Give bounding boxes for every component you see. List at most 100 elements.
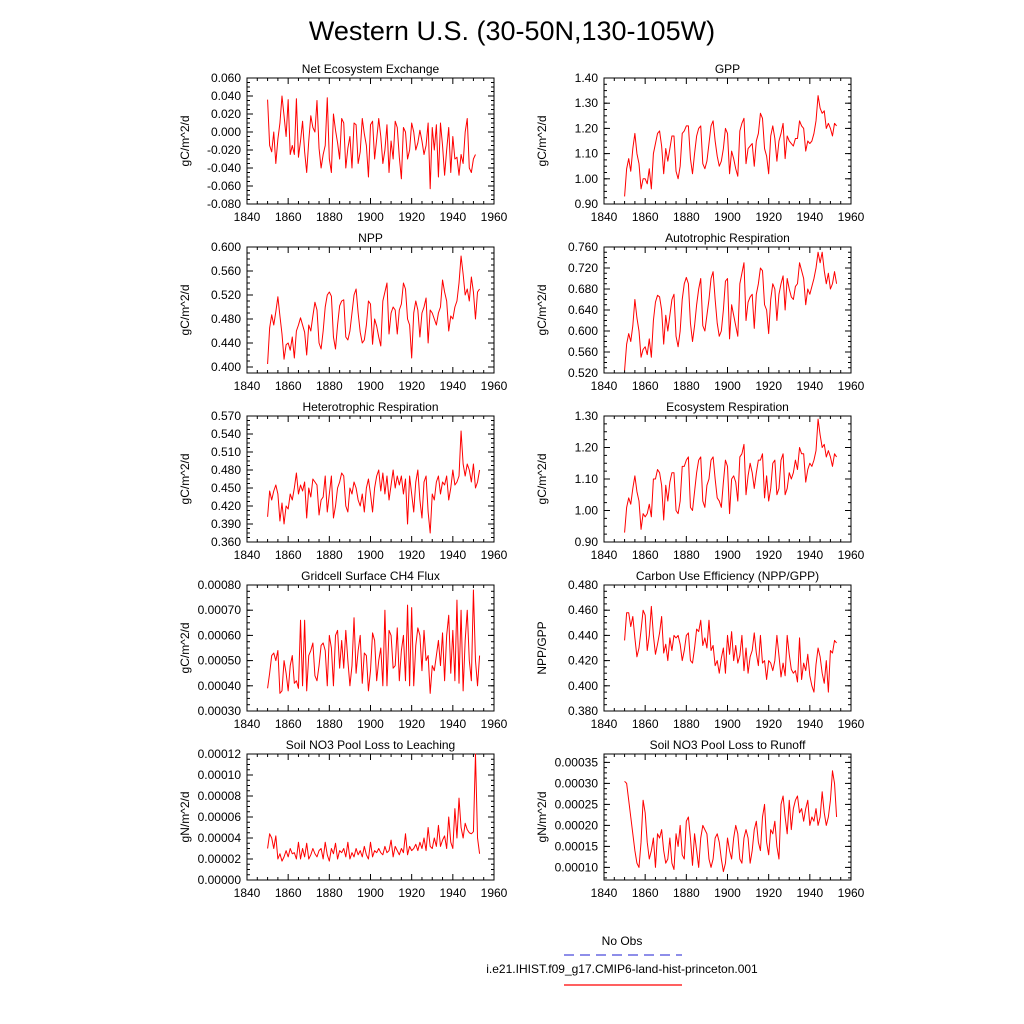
y-tick-label: 0.560	[211, 264, 241, 278]
x-tick-label: 1940	[439, 886, 466, 900]
x-tick-label: 1960	[481, 210, 508, 224]
x-tick-label: 1860	[632, 379, 659, 393]
y-tick-label: -0.060	[207, 179, 241, 193]
x-tick-label: 1880	[673, 379, 700, 393]
y-tick-label: 0.440	[568, 628, 598, 642]
x-tick-label: 1840	[234, 210, 261, 224]
panel-title: Gridcell Surface CH4 Flux	[301, 569, 440, 583]
y-tick-label: 0.90	[575, 197, 599, 211]
y-tick-label: 0.00050	[198, 654, 242, 668]
panel-title: NPP	[358, 231, 383, 245]
y-tick-label: 0.640	[568, 303, 598, 317]
panel-title: Autotrophic Respiration	[665, 231, 790, 245]
y-tick-label: -0.020	[207, 143, 241, 157]
y-tick-label: 1.00	[575, 172, 599, 186]
series-line	[624, 251, 838, 371]
y-tick-label: 1.20	[575, 441, 599, 455]
x-tick-label: 1920	[398, 717, 425, 731]
y-axis-label: gC/m^2/d	[535, 285, 549, 336]
x-tick-label: 1960	[838, 717, 865, 731]
y-tick-label: 0.00080	[198, 578, 242, 592]
y-tick-label: 0.040	[211, 89, 241, 103]
x-tick-label: 1940	[796, 379, 823, 393]
y-tick-label: 0.00012	[198, 747, 242, 761]
y-tick-label: 0.00025	[555, 797, 599, 811]
x-tick-label: 1940	[796, 548, 823, 562]
y-tick-label: 0.360	[211, 535, 241, 549]
x-tick-label: 1880	[673, 548, 700, 562]
y-axis-label: gC/m^2/d	[178, 454, 192, 505]
y-tick-label: 0.060	[211, 71, 241, 85]
legend-model-label: i.e21.IHIST.f09_g17.CMIP6-land-hist-prin…	[486, 962, 758, 976]
y-tick-label: 0.480	[211, 463, 241, 477]
x-tick-label: 1860	[632, 717, 659, 731]
panel-npp: NPP gC/m^2/d 1840 1860 1880 1900 1920 1940 1960 0…	[178, 231, 508, 393]
x-tick-label: 1880	[316, 717, 343, 731]
y-tick-label: 0.00060	[198, 628, 242, 642]
panel-title: Soil NO3 Pool Loss to Runoff	[650, 738, 807, 752]
x-tick-label: 1840	[591, 379, 618, 393]
y-tick-label: 0.400	[568, 679, 598, 693]
x-tick-label: 1860	[275, 548, 302, 562]
x-tick-label: 1940	[439, 379, 466, 393]
x-tick-label: 1860	[632, 548, 659, 562]
x-tick-label: 1920	[755, 717, 782, 731]
panel-autotrophic-respiration: Autotrophic Respiration gC/m^2/d 1840 1860 1…	[535, 231, 865, 393]
y-tick-label: 0.600	[211, 240, 241, 254]
x-tick-label: 1860	[275, 379, 302, 393]
y-tick-label: 0.440	[211, 336, 241, 350]
x-tick-label: 1860	[632, 210, 659, 224]
x-tick-label: 1920	[398, 379, 425, 393]
y-axis-label: gC/m^2/d	[178, 623, 192, 674]
y-tick-label: 0.00010	[555, 860, 599, 874]
series-line	[267, 589, 481, 694]
y-axis-label: gC/m^2/d	[178, 285, 192, 336]
y-axis-label: gC/m^2/d	[535, 454, 549, 505]
panel-title: Ecosystem Respiration	[666, 400, 789, 414]
x-tick-label: 1880	[316, 379, 343, 393]
plot-frame	[603, 753, 852, 881]
y-tick-label: 0.00020	[555, 818, 599, 832]
y-tick-label: 1.10	[575, 472, 599, 486]
y-tick-label: -0.080	[207, 197, 241, 211]
x-tick-label: 1840	[234, 886, 261, 900]
x-tick-label: 1920	[755, 548, 782, 562]
x-tick-label: 1860	[275, 210, 302, 224]
panel-title: Heterotrophic Respiration	[302, 400, 438, 414]
y-tick-label: 0.720	[568, 261, 598, 275]
y-tick-label: 0.560	[568, 345, 598, 359]
y-tick-label: 1.10	[575, 147, 599, 161]
x-tick-label: 1840	[234, 379, 261, 393]
x-tick-label: 1920	[755, 379, 782, 393]
panel-title: Net Ecosystem Exchange	[302, 62, 440, 76]
series-line	[624, 770, 838, 873]
y-tick-label: 0.00070	[198, 603, 242, 617]
y-tick-label: 0.460	[568, 603, 598, 617]
figure-title: Western U.S. (30-50N,130-105W)	[309, 16, 715, 46]
y-tick-label: 1.20	[575, 121, 599, 135]
series-line	[267, 255, 481, 365]
y-tick-label: 0.00015	[555, 839, 599, 853]
y-axis-label: NPP/GPP	[535, 621, 549, 674]
y-tick-label: 0.000	[211, 125, 241, 139]
x-tick-label: 1960	[838, 210, 865, 224]
x-tick-label: 1900	[714, 717, 741, 731]
y-axis-label: gC/m^2/d	[178, 116, 192, 167]
series-line	[267, 95, 476, 190]
x-tick-label: 1920	[755, 886, 782, 900]
y-tick-label: 0.00002	[198, 852, 242, 866]
x-tick-label: 1880	[316, 886, 343, 900]
y-tick-label: 0.480	[211, 312, 241, 326]
x-tick-label: 1960	[838, 379, 865, 393]
x-tick-label: 1860	[632, 886, 659, 900]
y-axis-label: gC/m^2/d	[535, 116, 549, 167]
x-tick-label: 1920	[755, 210, 782, 224]
y-tick-label: 0.450	[211, 481, 241, 495]
x-tick-label: 1960	[838, 548, 865, 562]
x-tick-label: 1840	[234, 717, 261, 731]
y-tick-label: 1.30	[575, 409, 599, 423]
y-tick-label: 0.570	[211, 409, 241, 423]
panel-net-ecosystem-exchange: Net Ecosystem Exchange gC/m^2/d 1840 1860 18…	[178, 62, 508, 224]
x-tick-label: 1900	[714, 886, 741, 900]
